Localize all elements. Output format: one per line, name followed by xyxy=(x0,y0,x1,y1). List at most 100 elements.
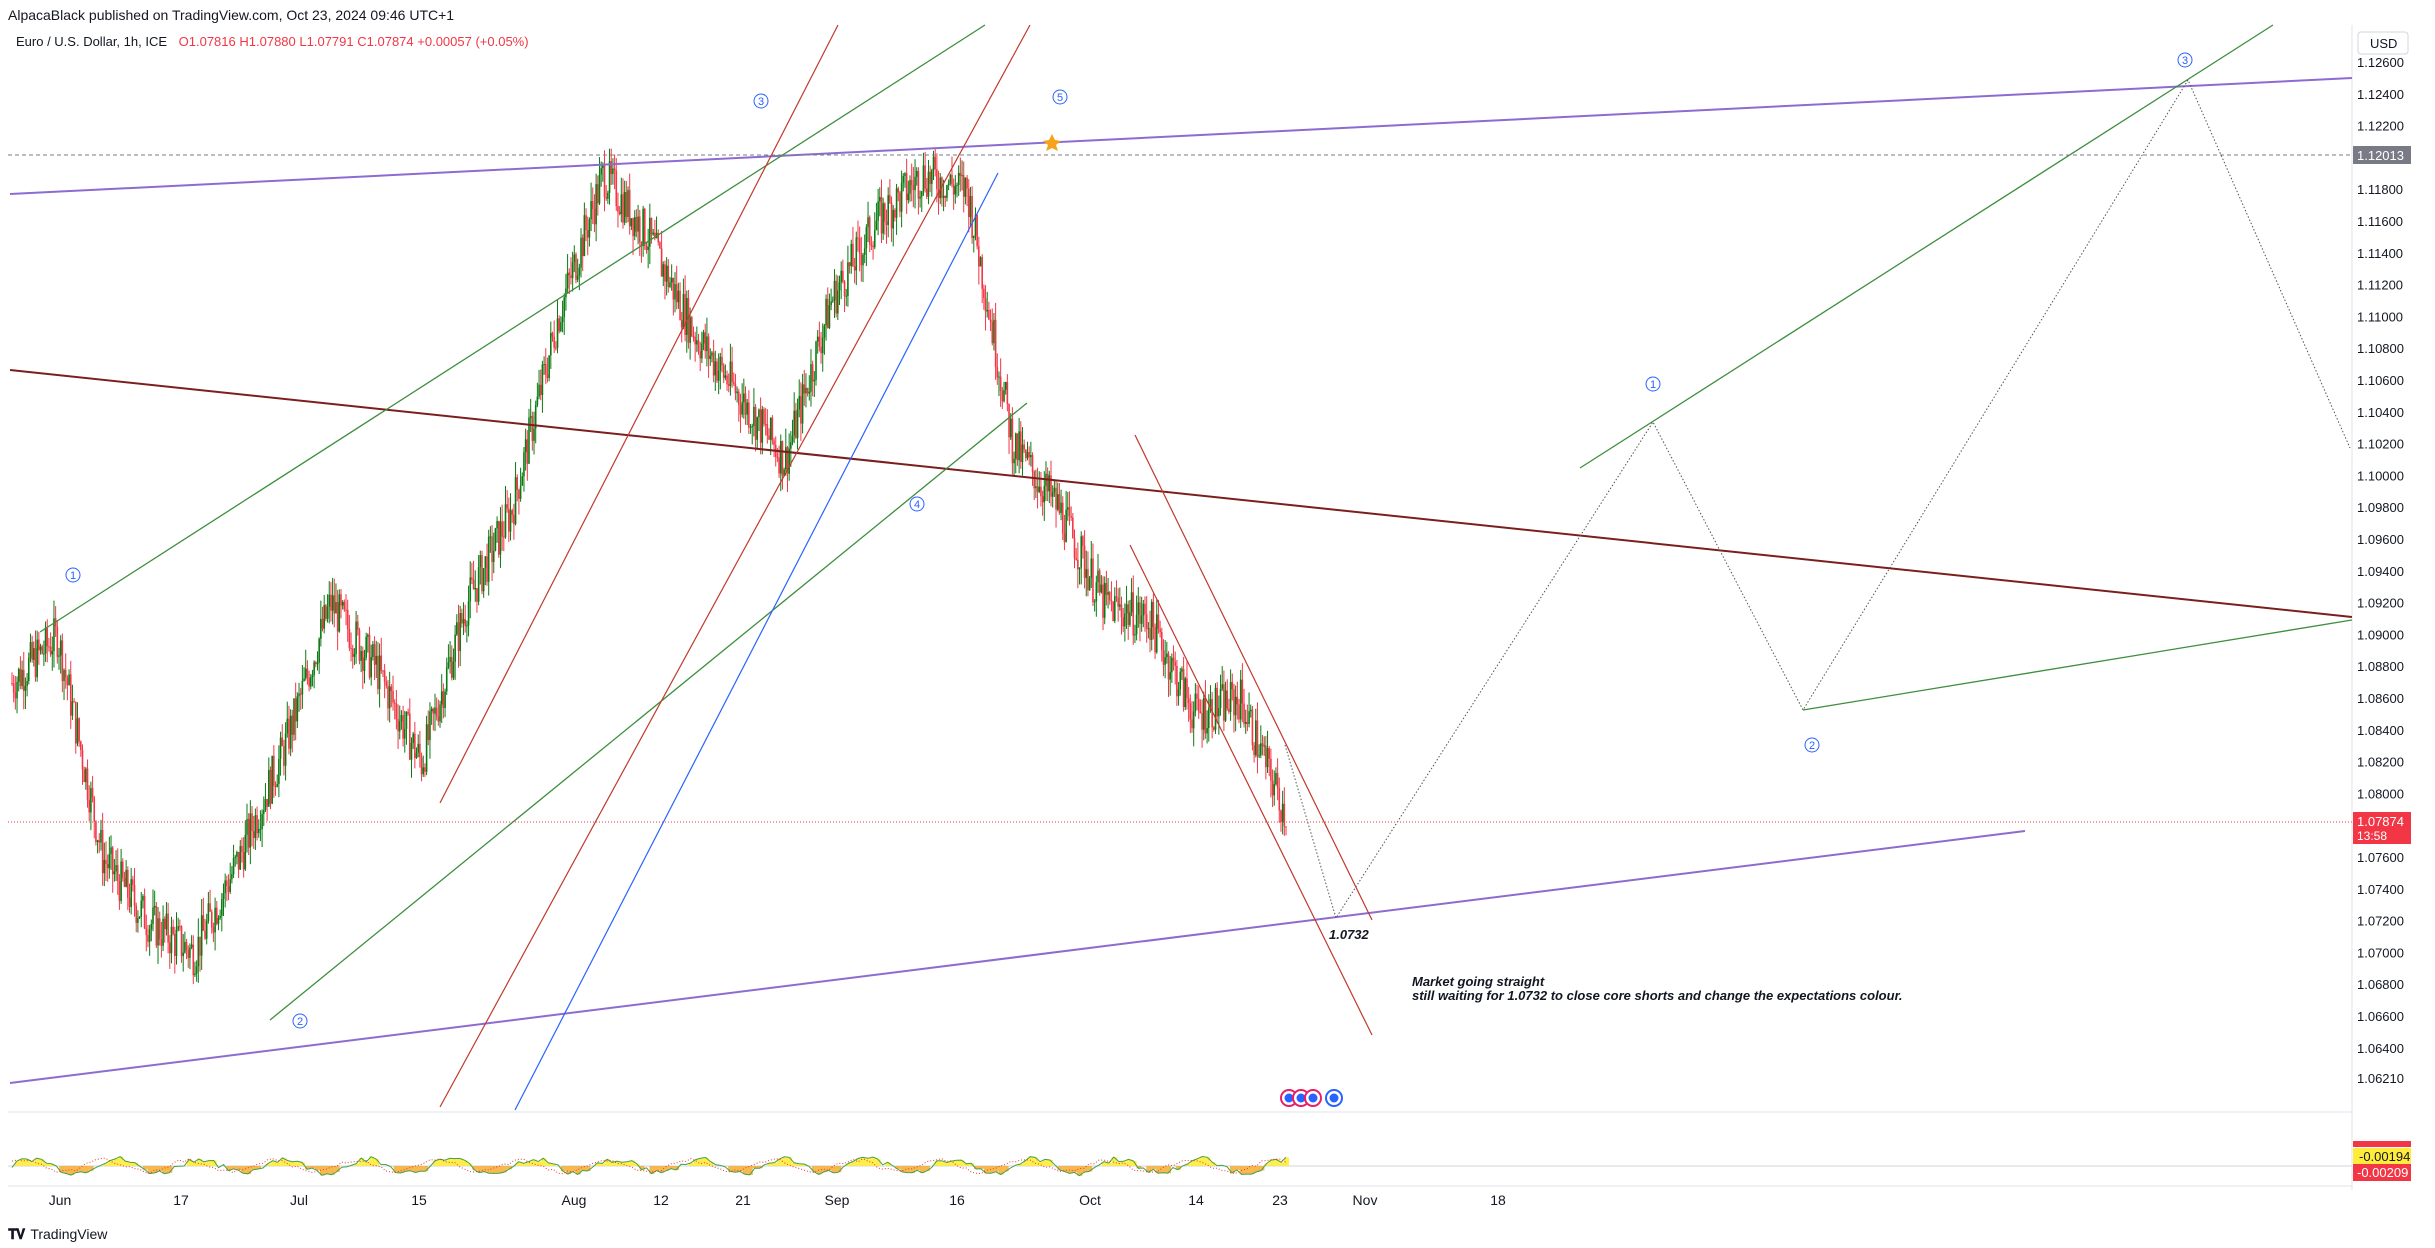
candle-body xyxy=(316,662,319,665)
red-channel-left[interactable] xyxy=(439,24,1031,1108)
candle-body xyxy=(586,230,589,238)
candle-body xyxy=(1228,708,1230,712)
drawings-layer[interactable] xyxy=(9,24,2353,1111)
candle-body xyxy=(795,410,797,438)
candle-body xyxy=(665,265,668,282)
currency-label: USD xyxy=(2370,36,2397,51)
candle-body xyxy=(100,829,102,843)
oscillator-bar xyxy=(187,1159,193,1166)
svg-text:5: 5 xyxy=(1057,92,1063,104)
candle-body xyxy=(1125,604,1128,614)
candle-body xyxy=(1004,381,1007,390)
event-markers[interactable] xyxy=(1280,1089,1343,1107)
time-tick-label: Nov xyxy=(1353,1192,1378,1208)
candle-body xyxy=(988,309,990,320)
price-axis[interactable]: USD 1.126001.124001.122001.120001.118001… xyxy=(2357,31,2409,1086)
oscillator-bar xyxy=(147,1166,153,1174)
currency-box[interactable] xyxy=(2357,31,2409,55)
oscillator-bar xyxy=(944,1162,950,1166)
note-line-2[interactable]: still waiting for 1.0732 to close core s… xyxy=(1412,988,1903,1003)
oscillator-bar xyxy=(708,1161,714,1166)
candle-body xyxy=(885,221,888,225)
oscillator-bar xyxy=(1244,1166,1250,1175)
wave-label-1[interactable]: 1 xyxy=(65,567,81,583)
wave-label-2-projected[interactable]: 2 xyxy=(1804,737,1820,753)
time-axis[interactable]: Jun 17 Jul 15 Aug 12 21 Sep 16 Oct 14 23 Nov 18 xyxy=(49,1192,1506,1208)
oscillator-bar xyxy=(506,1166,512,1170)
candle-body xyxy=(1177,689,1180,697)
star-marker-icon[interactable] xyxy=(1043,134,1061,151)
oscillator-bar xyxy=(924,1166,930,1171)
candle-body xyxy=(252,831,255,838)
candle-body xyxy=(756,417,759,440)
candle-body xyxy=(682,294,685,328)
candle-body xyxy=(640,242,643,246)
price-tick-label: 1.12600 xyxy=(2357,55,2404,70)
wave-labels[interactable]: 1 2 3 4 5 3 1 2 xyxy=(65,52,2193,1029)
green-channel-lower[interactable] xyxy=(269,402,1028,1021)
target-price-label[interactable]: 1.0732 xyxy=(1329,927,1370,942)
candle-body xyxy=(927,171,930,197)
oscillator-bar xyxy=(201,1161,207,1166)
red-channel-right[interactable] xyxy=(439,24,839,804)
blue-trendline[interactable] xyxy=(514,172,999,1111)
candle-body xyxy=(895,188,898,218)
oscillator-bar xyxy=(546,1162,552,1166)
note-line-1[interactable]: Market going straight xyxy=(1412,974,1545,989)
wave-label-3-projected[interactable]: 3 xyxy=(2177,52,2193,68)
candle-body xyxy=(900,182,903,212)
wave-label-3[interactable]: 3 xyxy=(753,93,769,109)
oscillator-bar xyxy=(393,1166,399,1173)
green-projection-upper[interactable] xyxy=(1579,24,2274,469)
candle-body xyxy=(855,237,858,271)
oscillator-bar xyxy=(1210,1162,1216,1166)
candle-body xyxy=(336,602,339,632)
candle-body xyxy=(180,926,183,957)
symbol-name[interactable]: Euro / U.S. Dollar, 1h, ICE xyxy=(16,34,168,49)
projection-path[interactable] xyxy=(1284,78,2351,920)
candle-body xyxy=(24,685,27,691)
green-projection-lower[interactable] xyxy=(1802,619,2353,711)
candle-body xyxy=(504,504,507,538)
oscillator-bar xyxy=(255,1166,261,1169)
candle-body xyxy=(600,168,602,175)
candle-body xyxy=(580,237,582,268)
candle-body xyxy=(80,741,82,751)
green-channel-upper[interactable] xyxy=(39,24,986,633)
candle-body xyxy=(837,290,839,314)
event-icon[interactable] xyxy=(1304,1089,1322,1107)
candle-body xyxy=(1280,810,1282,822)
candle-body xyxy=(368,634,371,678)
candle-body xyxy=(333,595,336,614)
candle-body xyxy=(293,698,295,735)
purple-lower-trendline[interactable] xyxy=(9,830,2026,1084)
candle-body xyxy=(625,191,628,217)
candle-body xyxy=(568,272,571,276)
maroon-trendline[interactable] xyxy=(9,369,2353,618)
candle-body xyxy=(197,936,200,967)
candle-body xyxy=(511,510,514,515)
candle-body xyxy=(299,693,302,695)
candle-body xyxy=(531,416,534,441)
wave-label-5[interactable]: 5 xyxy=(1052,89,1068,105)
descending-channel-right[interactable] xyxy=(1134,434,1373,921)
candle-body xyxy=(1103,582,1106,618)
oscillator-bar xyxy=(531,1159,537,1166)
purple-upper-trendline[interactable] xyxy=(9,77,2353,195)
wave-label-4[interactable]: 4 xyxy=(909,496,925,512)
event-icon[interactable] xyxy=(1325,1089,1343,1107)
candle-body xyxy=(969,195,972,218)
wave-label-1-projected[interactable]: 1 xyxy=(1645,376,1661,392)
tradingview-branding[interactable]: 𝐓𝐕 TradingView xyxy=(8,1224,107,1244)
candle-body xyxy=(628,190,631,227)
candle-body xyxy=(1271,780,1274,796)
candle-body xyxy=(570,275,572,279)
candle-body xyxy=(1110,600,1113,602)
descending-channel-left[interactable] xyxy=(1129,544,1373,1036)
wave-label-2[interactable]: 2 xyxy=(292,1013,308,1029)
candle-body xyxy=(39,646,42,651)
oscillator-bar xyxy=(1126,1159,1132,1166)
price-tick-label: 1.06210 xyxy=(2357,1071,2404,1086)
time-tick-label: 21 xyxy=(735,1192,751,1208)
